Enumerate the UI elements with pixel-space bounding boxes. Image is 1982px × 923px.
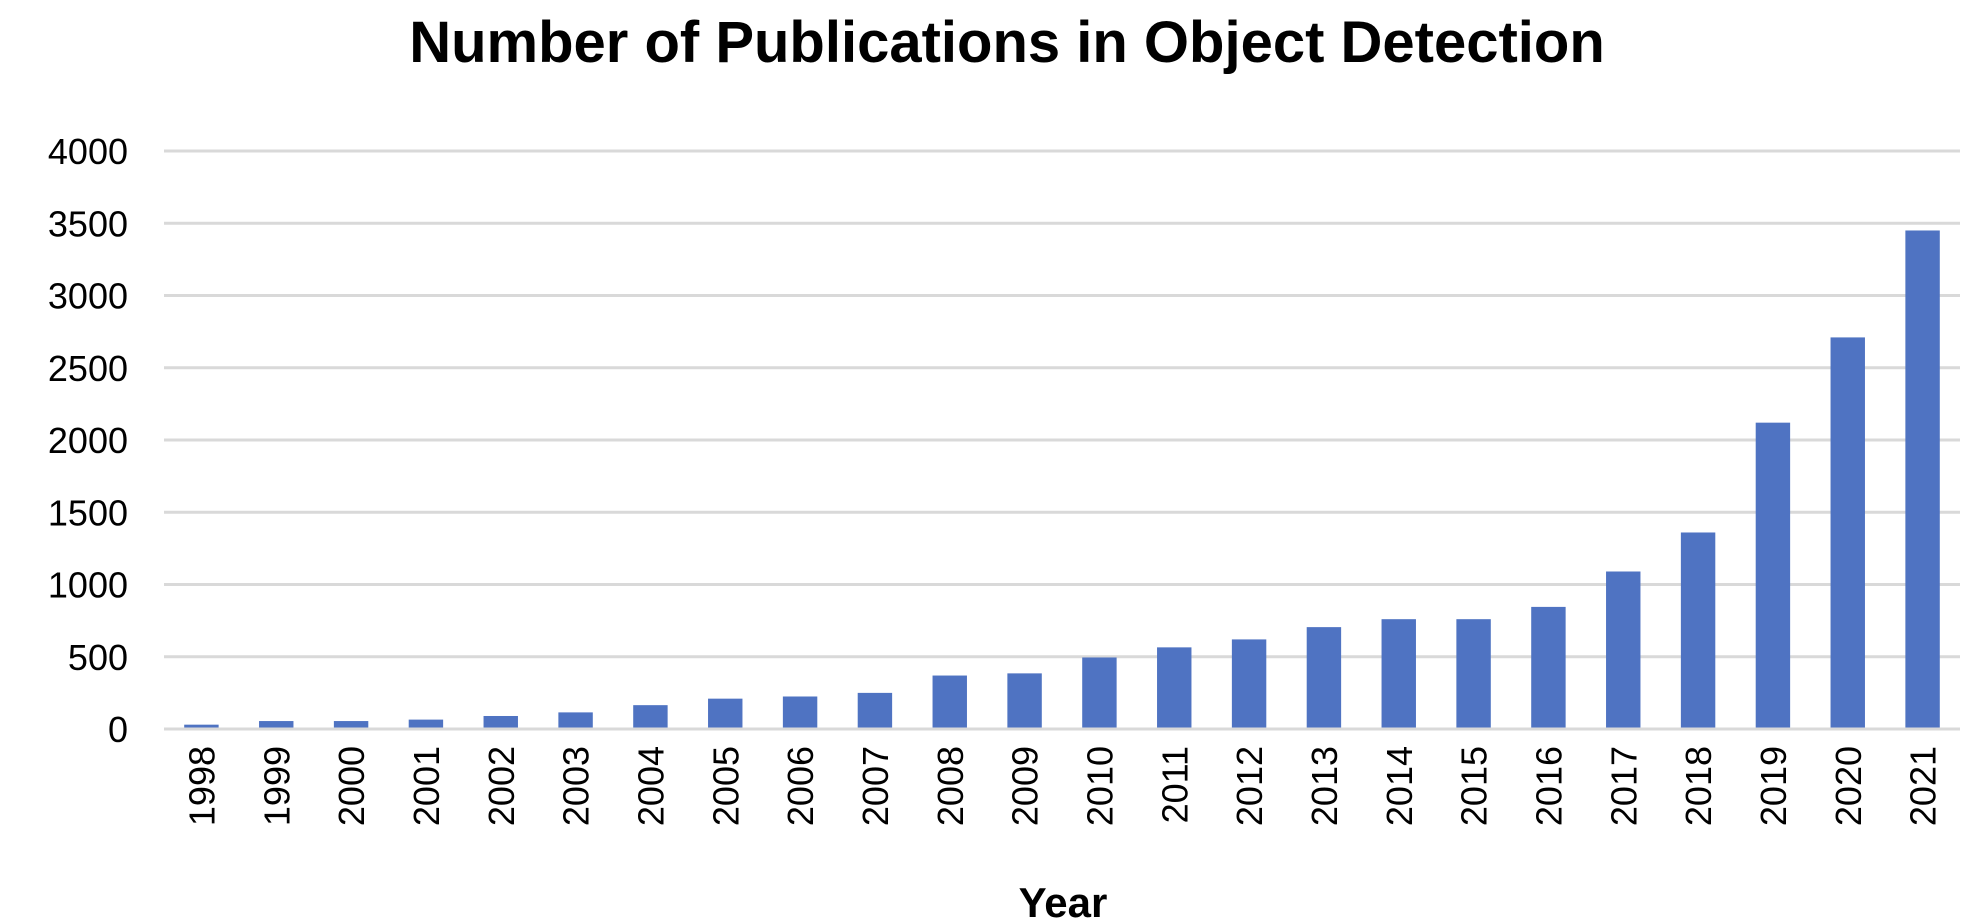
x-tick-label: 2008 <box>930 746 971 826</box>
bar-2013 <box>1306 627 1342 729</box>
x-tick-label: 2006 <box>780 746 821 826</box>
x-tick-label: 2021 <box>1903 746 1944 826</box>
x-tick-label: 1998 <box>181 746 222 826</box>
x-tick-label: 1999 <box>256 746 297 826</box>
x-tick-label: 2009 <box>1005 746 1046 826</box>
x-tick-label: 2007 <box>855 746 896 826</box>
x-tick-label: 2013 <box>1304 746 1345 826</box>
x-axis-tick-labels: 1998 1999 2000 2001 2002 2003 2004 2005 2006 2007… <box>181 746 1943 826</box>
bar-2015 <box>1456 619 1491 729</box>
y-tick-label: 1500 <box>48 492 128 533</box>
bar-2018 <box>1680 532 1716 729</box>
bars <box>184 230 1940 729</box>
x-tick-label: 2010 <box>1079 746 1120 826</box>
bar-2006 <box>782 696 818 729</box>
x-tick-label: 2005 <box>705 746 746 826</box>
bar-1999 <box>259 721 294 729</box>
bar-2008 <box>932 675 967 729</box>
bar-2009 <box>1007 673 1042 729</box>
x-tick-label: 2018 <box>1678 746 1719 826</box>
x-tick-label: 2019 <box>1753 746 1794 826</box>
bar-2003 <box>558 712 593 729</box>
bar-2005 <box>708 698 743 729</box>
x-tick-label: 2017 <box>1603 746 1644 826</box>
bar-2002 <box>483 715 518 729</box>
y-axis-tick-labels: 0 500 1000 1500 2000 2500 3000 3500 4000 <box>48 131 128 750</box>
bar-2011 <box>1157 647 1192 729</box>
bar-2000 <box>333 721 369 729</box>
x-tick-label: 2015 <box>1454 746 1495 826</box>
bar-2019 <box>1755 422 1791 729</box>
y-tick-label: 3500 <box>48 203 128 244</box>
y-tick-label: 0 <box>108 709 128 750</box>
gridlines <box>164 149 1960 659</box>
x-tick-label: 2003 <box>556 746 597 826</box>
y-tick-label: 1000 <box>48 565 128 606</box>
bar-2014 <box>1381 619 1416 729</box>
x-tick-label: 2001 <box>406 746 447 826</box>
bar-2004 <box>633 705 668 729</box>
y-tick-label: 500 <box>68 637 128 678</box>
x-tick-label: 2011 <box>1154 746 1195 823</box>
y-tick-label: 4000 <box>48 131 128 172</box>
bar-2021 <box>1905 230 1940 729</box>
x-tick-label: 2012 <box>1229 746 1270 826</box>
bar-2001 <box>408 719 444 729</box>
bar-1998 <box>184 724 219 729</box>
x-axis-title: Year <box>1019 879 1108 923</box>
bar-2012 <box>1231 639 1267 729</box>
bar-2016 <box>1531 606 1566 729</box>
x-tick-label: 2016 <box>1528 746 1569 826</box>
bar-2010 <box>1082 657 1117 729</box>
y-tick-label: 3000 <box>48 276 128 317</box>
chart-title: Number of Publications in Object Detecti… <box>409 10 1605 75</box>
y-tick-label: 2500 <box>48 348 128 389</box>
bar-2017 <box>1606 571 1641 729</box>
x-tick-label: 2002 <box>481 746 522 826</box>
x-tick-label: 2000 <box>331 746 372 826</box>
x-tick-label: 2004 <box>630 746 671 826</box>
y-tick-label: 2000 <box>48 420 128 461</box>
bar-2020 <box>1830 337 1865 729</box>
bar-2007 <box>857 692 893 729</box>
x-tick-label: 2020 <box>1828 746 1869 826</box>
x-tick-label: 2014 <box>1379 746 1420 826</box>
